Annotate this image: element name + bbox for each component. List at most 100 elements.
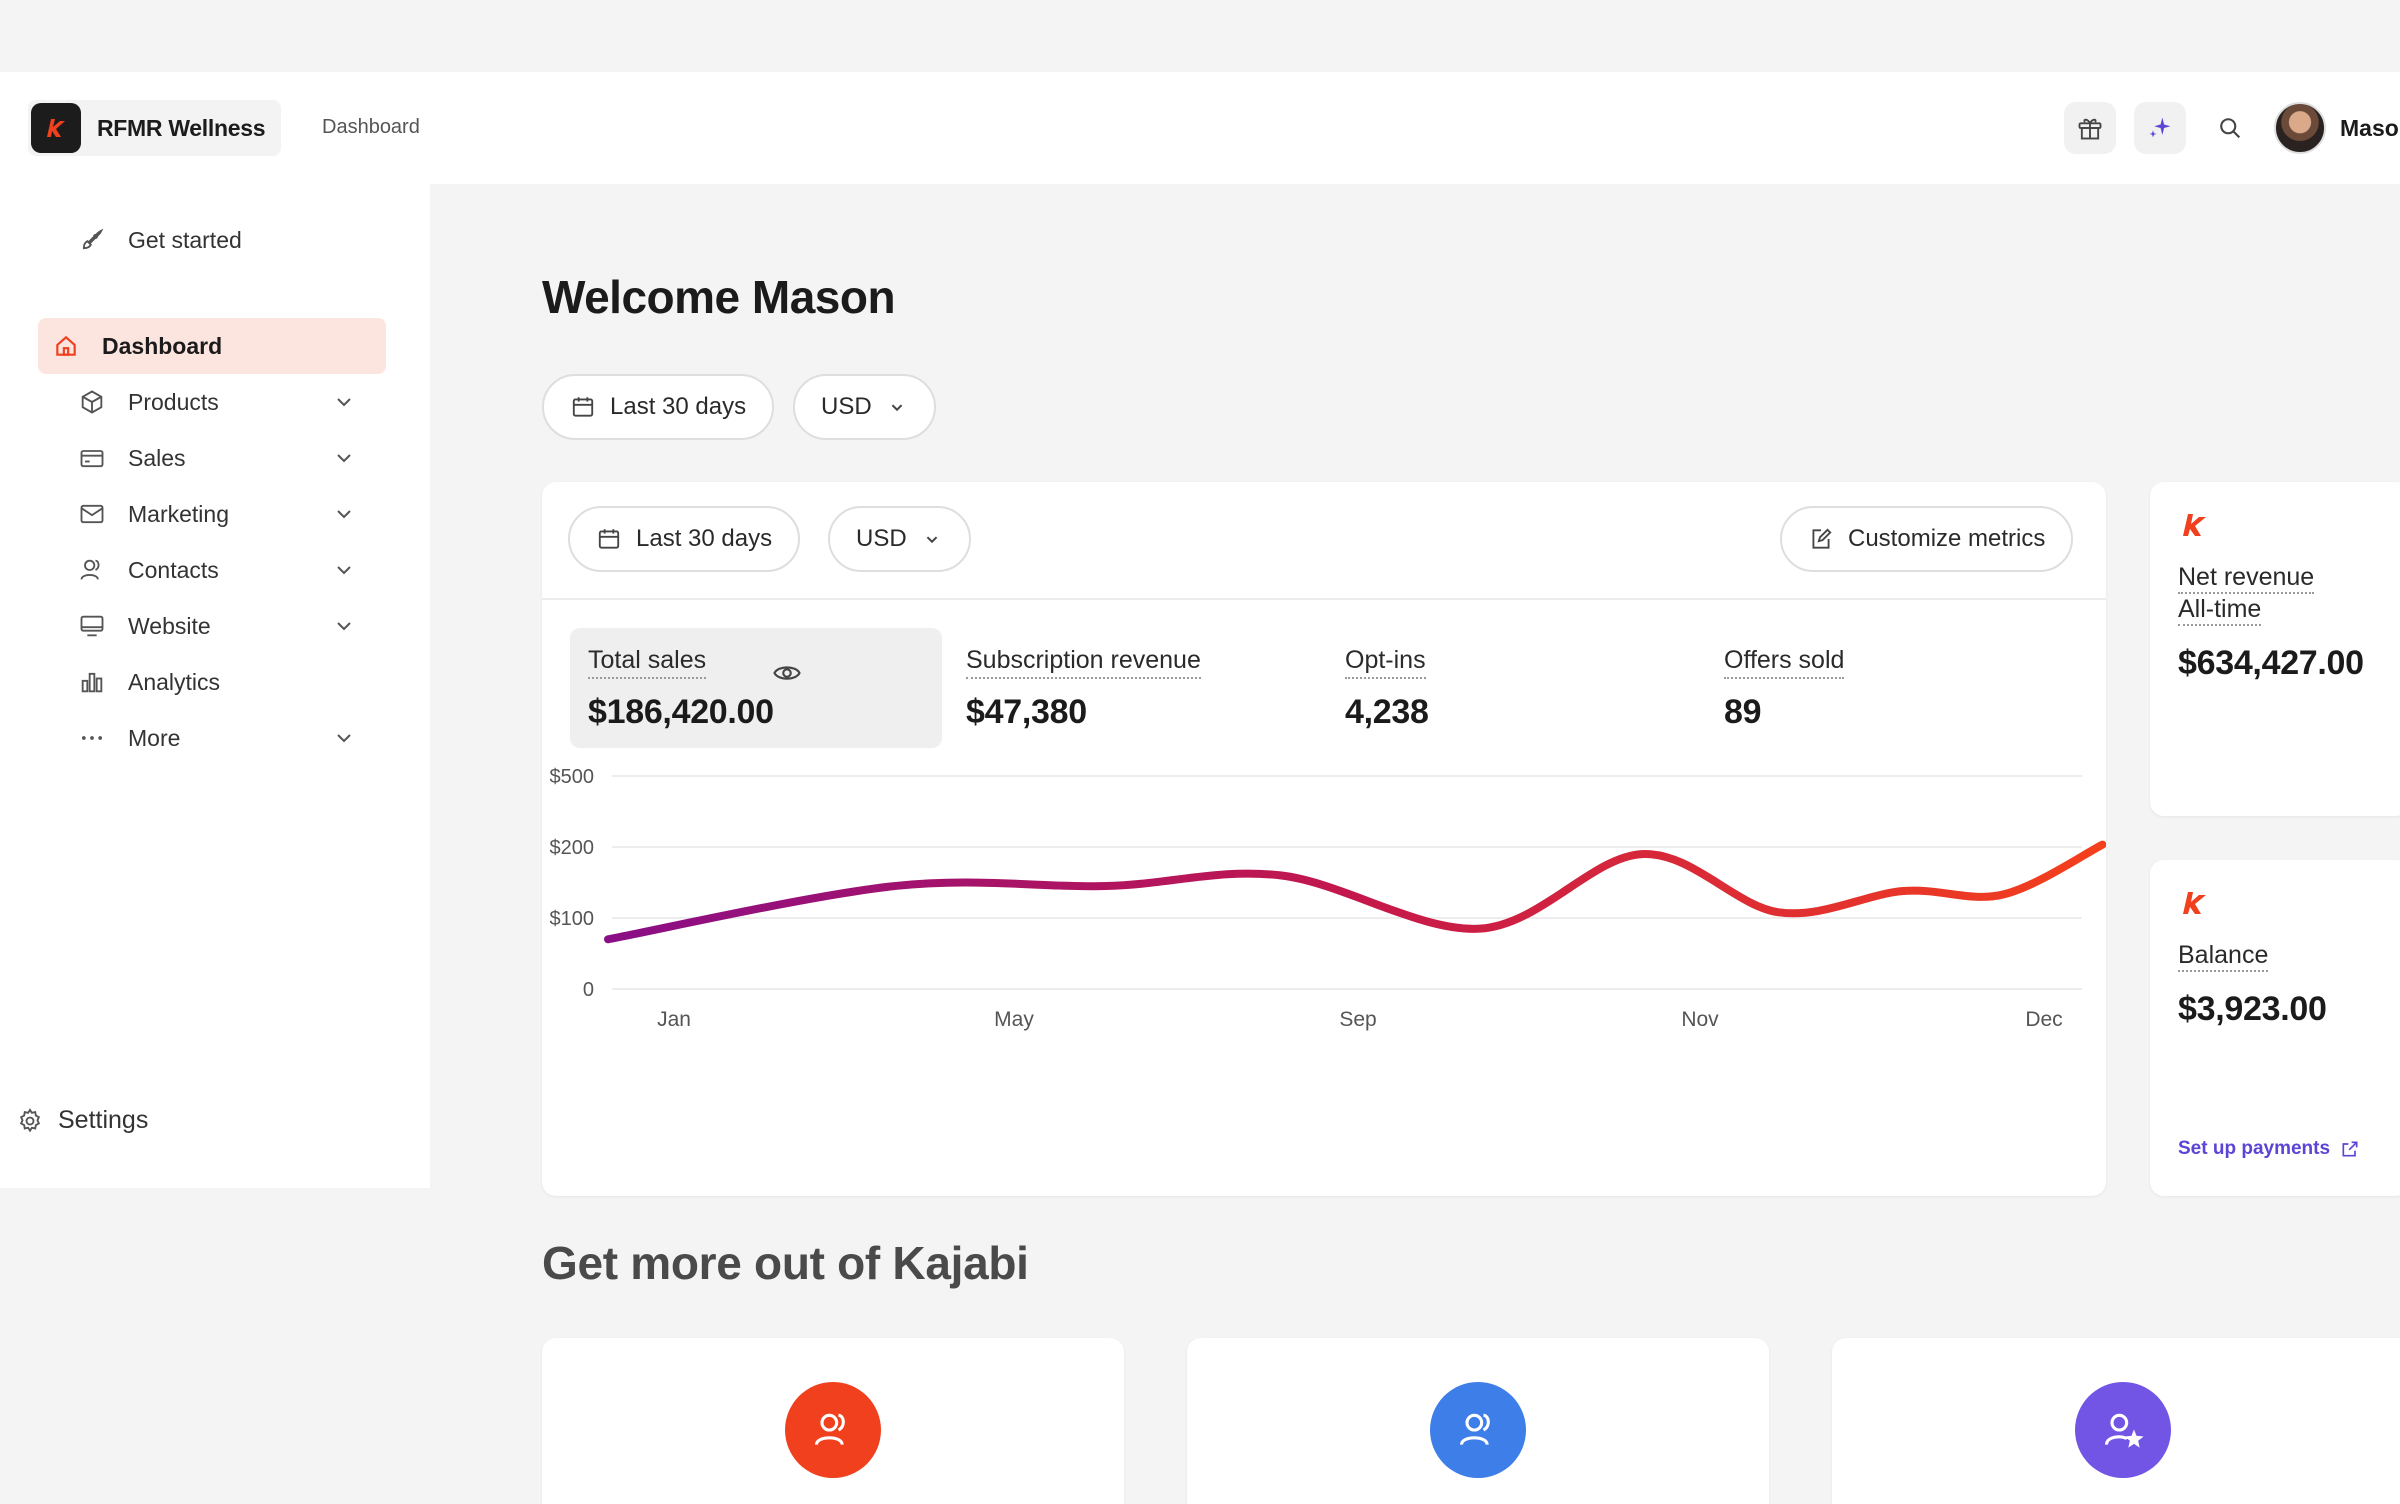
kajabi-logo-icon [31,103,81,153]
y-tick-label: $200 [550,837,595,859]
settings-link[interactable]: Settings [16,1106,148,1135]
chevron-down-icon [891,404,902,412]
x-tick-label: Jan [657,1008,691,1031]
kajabi-logo-icon [2178,888,2382,918]
series-line [604,840,2106,944]
card-currency-select[interactable]: USD [828,506,971,572]
y-tick-label: $500 [550,766,595,788]
sidebar-item-contacts[interactable]: Contacts [38,542,386,598]
card-date-range-filter[interactable]: Last 30 days [568,506,801,572]
ai-sparkle-icon[interactable] [2134,102,2186,154]
currency-label: USD [856,525,907,552]
sidebar-item-label: Website [128,612,211,639]
metric-label: Total sales [588,646,707,679]
avatar[interactable] [2274,102,2326,154]
monitor-icon [78,612,106,640]
top-bar: RFMR Wellness Dashboard Mason [0,72,2400,184]
metric-subscription-revenue[interactable]: Subscription revenue $47,380 [948,628,1308,748]
sidebar-item-label: Products [128,388,219,415]
sidebar-item-label: Dashboard [102,332,223,359]
user-name[interactable]: Mason [2340,114,2400,141]
section-title: Get more out of Kajabi [542,1237,1029,1289]
sidebar-item-analytics[interactable]: Analytics [38,654,386,710]
metrics-card: Last 30 days USD Customize metrics Total… [542,482,2106,1196]
setup-payments-link[interactable]: Set up payments [2178,1138,2360,1160]
sidebar-item-marketing[interactable]: Marketing [38,486,386,542]
chevron-down-icon [337,510,351,519]
top-actions: Mason [2064,100,2400,156]
sidebar-item-get-started[interactable]: Get started [38,212,386,268]
divider [542,598,2106,600]
sidebar-item-label: Marketing [128,500,229,527]
net-revenue-card: Net revenue All-time $634,427.00 [2150,482,2400,816]
sidebar-item-label: Analytics [128,668,221,695]
promo-card-1[interactable] [542,1338,1124,1504]
metric-label: Opt-ins [1345,646,1426,679]
x-tick-label: Nov [1681,1008,1719,1031]
metric-offers-sold[interactable]: Offers sold 89 [1706,628,2066,748]
net-revenue-value: $634,427.00 [2178,644,2364,682]
balance-card: Balance $3,923.00 Set up payments [2150,860,2400,1196]
edit-icon [1808,526,1834,552]
date-range-filter[interactable]: Last 30 days [542,374,775,440]
x-tick-label: Sep [1339,1008,1376,1031]
sidebar-item-products[interactable]: Products [38,374,386,430]
gear-icon [16,1107,44,1135]
sidebar-item-label: Get started [128,226,242,253]
customize-metrics-button[interactable]: Customize metrics [1780,506,2074,572]
settings-label: Settings [58,1106,149,1134]
breadcrumb[interactable]: Dashboard [322,116,420,138]
user-star-icon [2075,1382,2171,1478]
mail-icon [78,500,106,528]
sidebar-item-label: Contacts [128,556,219,583]
eye-icon[interactable] [772,658,802,688]
promo-card-2[interactable] [1187,1338,1769,1504]
page-title: Welcome Mason [542,271,896,323]
metric-label: Offers sold [1724,646,1845,679]
promo-card-3[interactable] [1832,1338,2400,1504]
chevron-down-icon [337,566,351,575]
users-icon [78,556,106,584]
calendar-icon [596,526,622,552]
workspace-switcher[interactable]: RFMR Wellness [28,100,282,156]
users-icon [785,1382,881,1478]
metric-label: Subscription revenue [966,646,1201,679]
chevron-down-icon [337,454,351,463]
setup-payments-label: Set up payments [2178,1138,2331,1159]
box-icon [78,388,106,416]
x-tick-label: May [994,1008,1034,1031]
sidebar-item-sales[interactable]: Sales [38,430,386,486]
all-time-label: All-time [2178,594,2262,626]
metric-value: 4,238 [1345,693,1429,731]
metric-value: $47,380 [966,693,1087,731]
bar-chart-icon [78,668,106,696]
sidebar-item-more[interactable]: More [38,710,386,766]
sales-chart: $500 $200 $100 0 Jan May Sep Nov Dec [542,742,2106,1196]
dots-icon [78,724,106,752]
currency-select[interactable]: USD [793,374,936,440]
date-range-label: Last 30 days [610,393,747,420]
metric-total-sales[interactable]: Total sales $186,420.00 [570,628,942,748]
kajabi-logo-icon [2178,510,2382,540]
balance-label: Balance [2178,940,2269,972]
net-revenue-label: Net revenue [2178,562,2315,594]
brand-name: RFMR Wellness [97,114,266,141]
metric-value: $186,420.00 [588,693,774,731]
currency-label: USD [821,393,872,420]
search-icon[interactable] [2204,102,2256,154]
metric-opt-ins[interactable]: Opt-ins 4,238 [1327,628,1687,748]
y-tick-label: 0 [583,979,594,1001]
credit-card-icon [78,444,106,472]
sidebar-item-dashboard[interactable]: Dashboard [38,318,386,374]
sidebar: Get started Dashboard Products Sales [0,184,430,1188]
sidebar-item-website[interactable]: Website [38,598,386,654]
chevron-down-icon [337,622,351,631]
sidebar-item-label: Sales [128,444,186,471]
sales-line-chart: $500 $200 $100 0 Jan May Sep Nov Dec [550,766,2106,1031]
date-range-label: Last 30 days [636,525,773,552]
balance-value: $3,923.00 [2178,990,2327,1028]
home-icon [52,332,80,360]
sidebar-item-label: More [128,724,181,751]
gift-icon[interactable] [2064,102,2116,154]
metric-value: 89 [1724,693,1762,731]
